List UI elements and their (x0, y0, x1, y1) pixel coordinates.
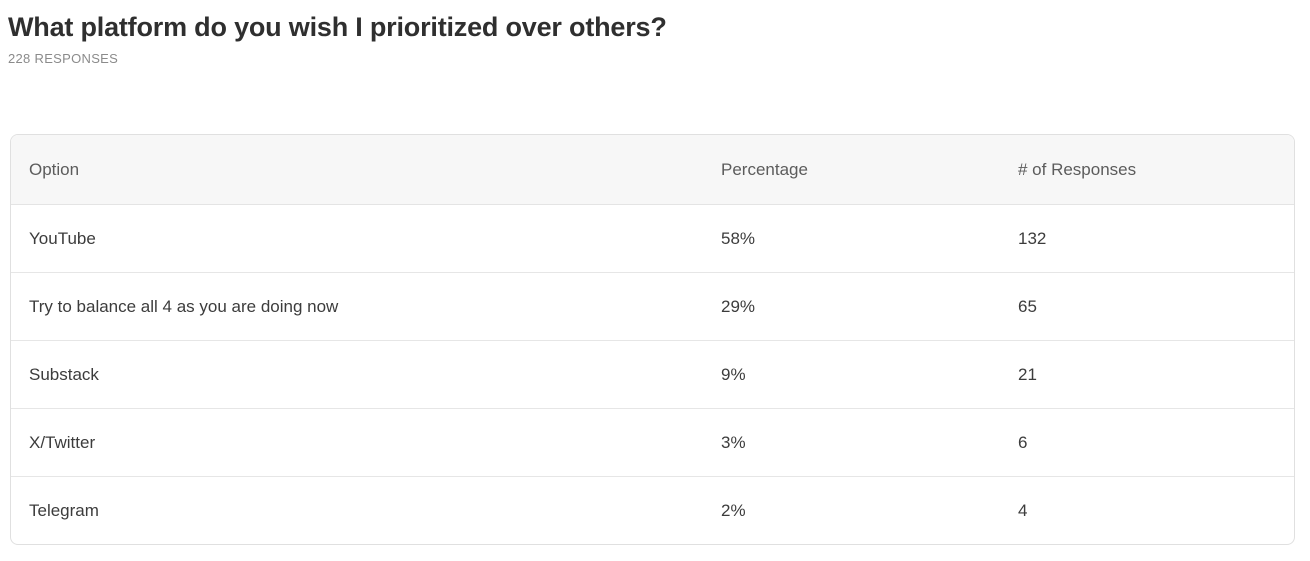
response-count: 228 RESPONSES (8, 51, 119, 66)
responses-cell: 4 (1018, 500, 1028, 520)
option-cell: X/Twitter (29, 432, 96, 452)
percentage-cell: 58% (721, 228, 756, 248)
option-cell: YouTube (29, 228, 96, 248)
percentage-cell: 3% (721, 432, 746, 452)
table-row: Substack 9% 21 (11, 340, 1294, 408)
table-row: Telegram 2% 4 (11, 476, 1294, 544)
column-header-percentage: Percentage (721, 159, 808, 179)
responses-cell: 65 (1018, 296, 1037, 316)
percentage-cell: 9% (721, 364, 746, 384)
column-header-responses: # of Responses (1018, 159, 1137, 179)
option-cell: Try to balance all 4 as you are doing no… (29, 296, 339, 316)
percentage-cell: 2% (721, 500, 746, 520)
responses-cell: 6 (1018, 432, 1028, 452)
responses-cell: 132 (1018, 228, 1047, 248)
column-header-option: Option (29, 159, 80, 179)
table-row: YouTube 58% 132 (11, 204, 1294, 272)
option-cell: Substack (29, 364, 99, 384)
table-header-row: Option Percentage # of Responses (11, 135, 1294, 204)
page-title: What platform do you wish I prioritized … (8, 12, 667, 42)
poll-results-panel: What platform do you wish I prioritized … (0, 10, 1310, 545)
responses-cell: 21 (1018, 364, 1037, 384)
table-row: X/Twitter 3% 6 (11, 408, 1294, 476)
percentage-cell: 29% (721, 296, 756, 316)
results-table: Option Percentage # of Responses YouTube… (10, 134, 1295, 545)
option-cell: Telegram (29, 500, 99, 520)
table-row: Try to balance all 4 as you are doing no… (11, 272, 1294, 340)
